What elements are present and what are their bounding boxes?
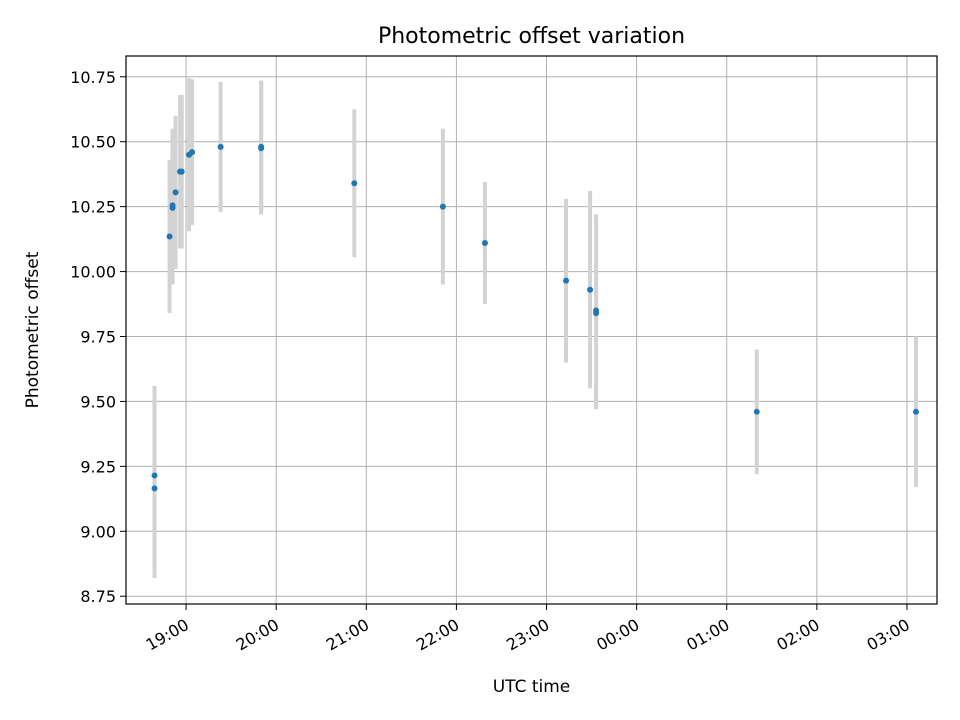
y-axis-label: Photometric offset (23, 251, 43, 408)
data-point (912, 408, 919, 415)
data-point (351, 180, 358, 187)
y-tick-label: 9.00 (80, 522, 116, 541)
data-point (178, 168, 185, 175)
data-point (169, 204, 176, 211)
y-tick-label: 10.75 (70, 68, 116, 87)
y-tick-label: 9.50 (80, 392, 116, 411)
data-point (563, 277, 570, 284)
y-tick-label: 10.00 (70, 263, 116, 282)
plot-frame (125, 55, 938, 605)
grid-lines (126, 56, 937, 604)
data-point (439, 203, 446, 210)
y-tick-label: 9.25 (80, 457, 116, 476)
data-point (166, 233, 173, 240)
chart-title: Photometric offset variation (378, 24, 685, 49)
data-point (753, 408, 760, 415)
y-tick-label: 10.50 (70, 133, 116, 152)
data-point (151, 485, 158, 492)
data-point (587, 286, 594, 293)
data-point (217, 143, 224, 150)
data-point (258, 145, 265, 152)
y-tick-label: 8.75 (80, 587, 116, 606)
y-tick-label: 9.75 (80, 327, 116, 346)
x-axis-label: UTC time (493, 677, 571, 697)
y-axis-ticks: 8.75 9.00 9.25 9.50 9.75 10.00 10.25 10.50 10.75 (70, 68, 126, 606)
data-point (189, 149, 196, 156)
y-tick-label: 10.25 (70, 198, 116, 217)
data-point (151, 472, 158, 479)
data-point (593, 310, 600, 317)
data-points (151, 143, 919, 492)
data-point (481, 239, 488, 246)
plot-area (126, 56, 937, 604)
data-point (172, 189, 179, 196)
